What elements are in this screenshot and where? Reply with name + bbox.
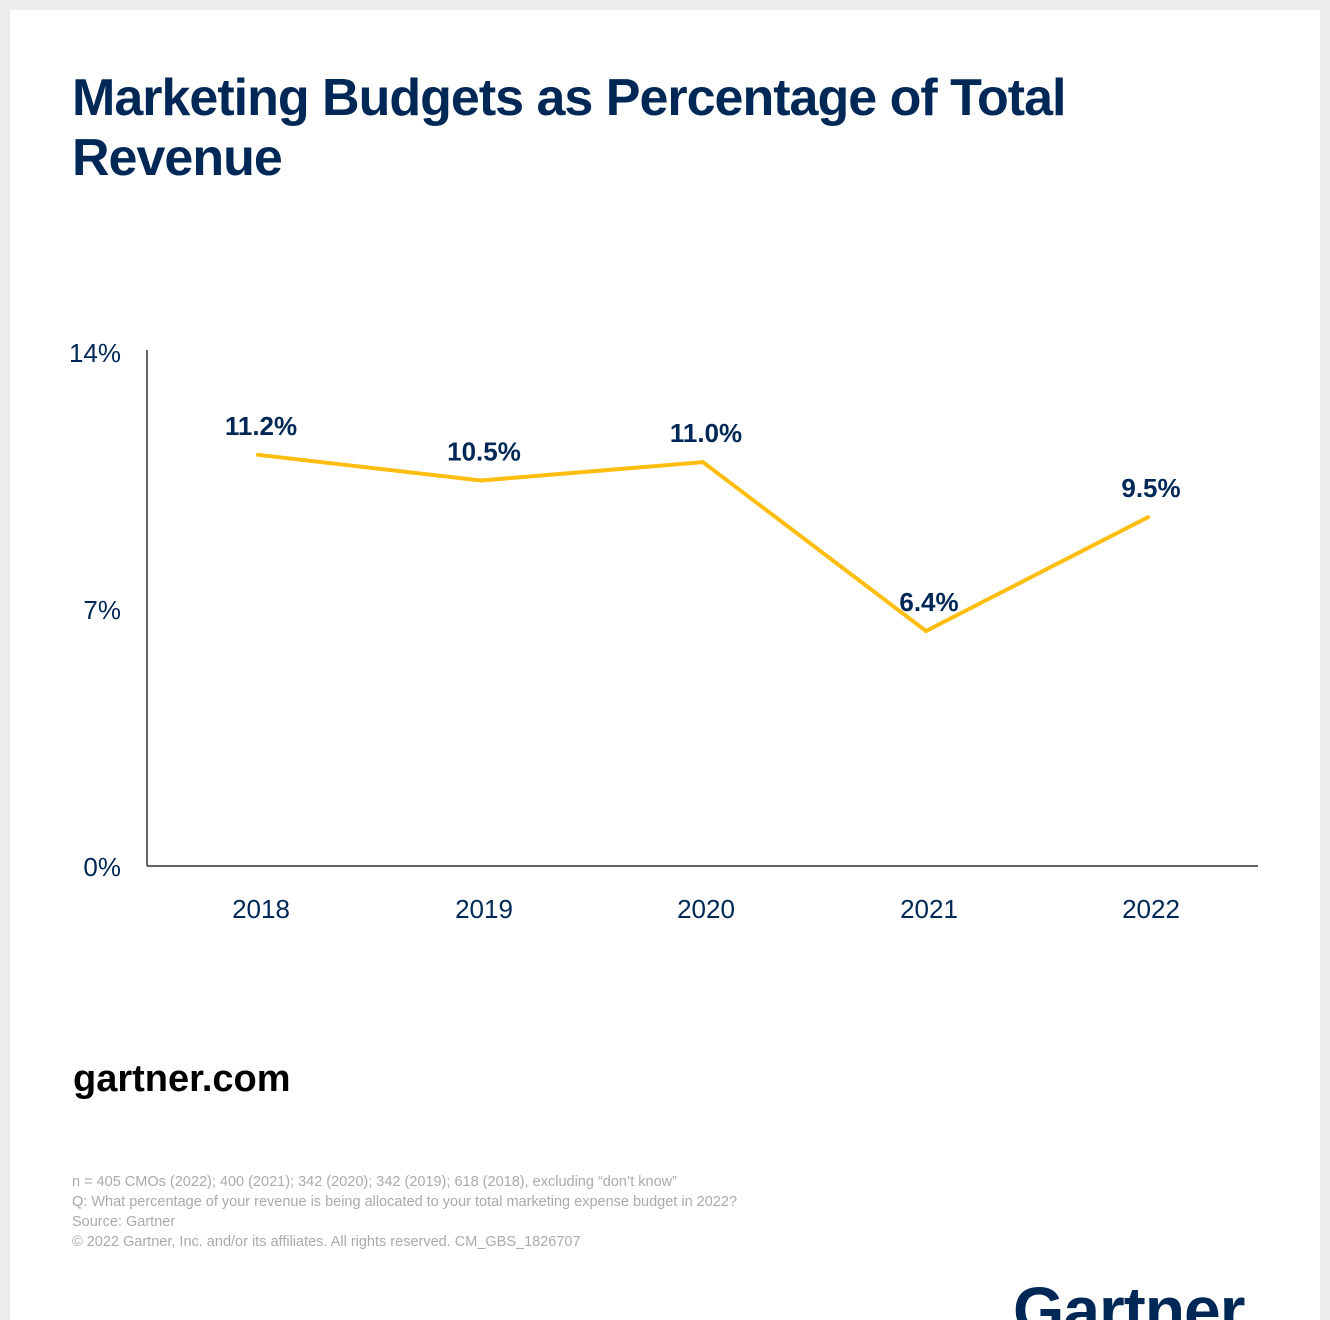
gartner-logo: Gartner bbox=[1013, 1273, 1245, 1320]
infographic-card: Marketing Budgets as Percentage of Total… bbox=[10, 10, 1320, 1320]
footnote-source: Source: Gartner bbox=[72, 1214, 176, 1230]
x-tick-label: 2018 bbox=[232, 894, 290, 924]
footnotes: n = 405 CMOs (2022); 400 (2021); 342 (20… bbox=[72, 1172, 737, 1252]
site-link[interactable]: gartner.com bbox=[73, 1058, 291, 1100]
data-label: 11.2% bbox=[225, 411, 297, 441]
data-point bbox=[1146, 515, 1150, 520]
data-label: 10.5% bbox=[447, 437, 521, 467]
data-label: 11.0% bbox=[670, 418, 742, 448]
x-tick-label: 2022 bbox=[1122, 894, 1180, 924]
data-point bbox=[924, 629, 928, 634]
y-tick-label: 0% bbox=[83, 852, 121, 882]
footnote-question: Q: What percentage of your revenue is be… bbox=[72, 1194, 738, 1210]
line-chart: 0% 7% 14% 2018 2019 2020 2021 2022 11.2% 10.5% 11.… bbox=[69, 338, 1258, 924]
data-label: 9.5% bbox=[1121, 473, 1180, 503]
series-line bbox=[257, 452, 1149, 634]
data-point bbox=[256, 452, 260, 457]
x-tick-label: 2019 bbox=[455, 894, 513, 924]
x-tick-label: 2020 bbox=[677, 894, 735, 924]
footnote-copyright: © 2022 Gartner, Inc. and/or its affiliat… bbox=[72, 1234, 581, 1250]
x-tick-label: 2021 bbox=[900, 894, 958, 924]
chart-title: Marketing Budgets as Percentage of Total… bbox=[72, 69, 1066, 187]
y-tick-label: 14% bbox=[69, 338, 121, 368]
data-label: 6.4% bbox=[899, 587, 958, 617]
data-point bbox=[479, 478, 483, 483]
data-point bbox=[701, 460, 705, 465]
y-tick-label: 7% bbox=[83, 595, 121, 625]
footnote-sample: n = 405 CMOs (2022); 400 (2021); 342 (20… bbox=[72, 1174, 677, 1190]
